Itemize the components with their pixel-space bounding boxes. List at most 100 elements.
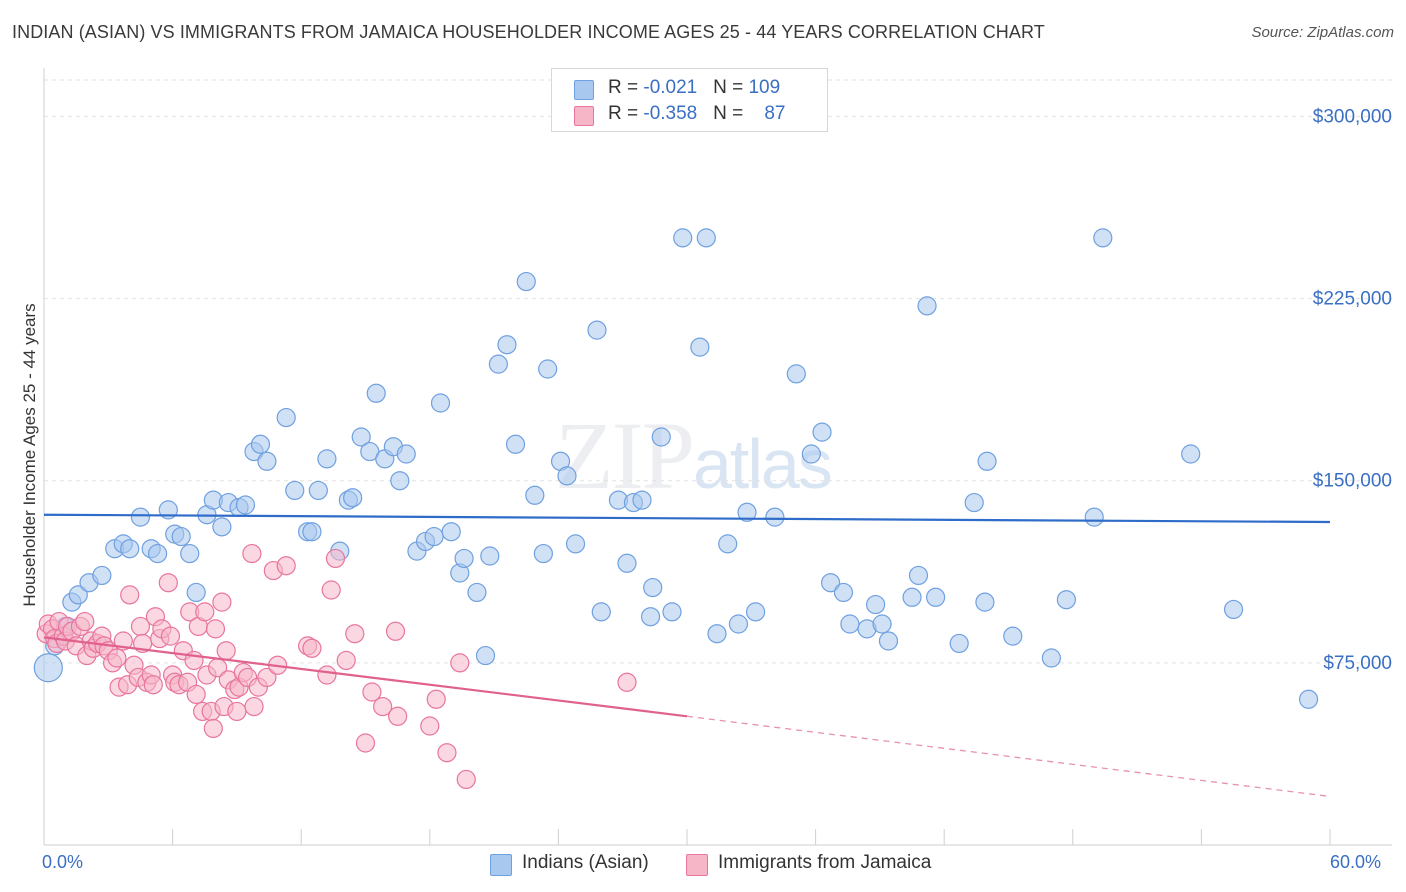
data-point	[420, 716, 440, 736]
legend-swatch-indians	[574, 80, 594, 100]
data-point	[321, 580, 341, 600]
data-point	[362, 682, 382, 702]
y-tick-label: $300,000	[1313, 106, 1392, 127]
data-point	[497, 335, 517, 355]
data-point	[878, 631, 899, 651]
trend-line-1	[43, 636, 688, 718]
data-point	[538, 359, 558, 379]
data-point	[336, 650, 356, 671]
data-point	[257, 667, 277, 688]
data-point	[180, 543, 200, 564]
data-point	[285, 480, 305, 501]
bottom-legend-swatch-jamaica	[686, 854, 708, 876]
y-axis-label: Householder Income Ages 25 - 44 years	[20, 303, 39, 607]
data-point	[1003, 626, 1023, 646]
data-point	[92, 565, 112, 586]
data-point	[640, 607, 661, 627]
data-point	[696, 228, 716, 248]
data-point	[1223, 599, 1244, 620]
data-point	[203, 718, 223, 739]
data-point	[1084, 507, 1104, 527]
data-point	[120, 539, 140, 559]
data-point	[195, 602, 215, 622]
data-point	[107, 648, 127, 668]
y-tick-label: $225,000	[1313, 289, 1392, 310]
data-point	[533, 543, 553, 564]
data-point	[821, 573, 841, 593]
data-point	[158, 573, 178, 593]
x-tick-label-max: 60.0%	[1330, 852, 1382, 872]
data-point	[33, 653, 63, 683]
data-point	[765, 507, 785, 527]
trend-lines	[43, 513, 1331, 798]
data-point	[120, 585, 140, 605]
data-point	[964, 492, 984, 513]
data-point	[227, 701, 247, 722]
data-point	[235, 495, 256, 515]
data-point	[651, 427, 671, 447]
data-point	[276, 556, 296, 576]
data-point	[130, 507, 151, 527]
data-point	[975, 592, 995, 612]
data-point	[1041, 648, 1061, 668]
bottom-legend-swatch-indians	[490, 854, 512, 876]
data-point	[68, 585, 88, 605]
data-point	[325, 548, 346, 569]
data-point	[643, 577, 663, 598]
data-point	[557, 466, 577, 486]
data-point	[345, 624, 365, 644]
data-point	[1093, 228, 1113, 248]
data-point	[244, 696, 264, 717]
watermark-zip: ZIP	[555, 402, 695, 509]
data-point	[565, 534, 586, 554]
data-point	[908, 565, 929, 586]
data-point	[302, 638, 322, 658]
data-point	[242, 543, 262, 564]
data-point	[525, 485, 545, 505]
data-point	[75, 611, 95, 632]
data-point	[441, 522, 461, 542]
data-point	[718, 534, 738, 554]
data-point	[143, 675, 163, 695]
data-point	[308, 480, 328, 501]
y-tick-label: $75,000	[1323, 653, 1392, 674]
watermark: ZIPatlas	[555, 400, 833, 511]
data-point	[587, 320, 607, 340]
x-tick-label-min: 0.0%	[42, 852, 84, 872]
data-point	[1056, 590, 1076, 610]
data-point	[707, 624, 727, 644]
data-point	[385, 621, 406, 641]
data-point	[866, 594, 886, 615]
data-point	[186, 582, 206, 603]
data-point	[343, 488, 363, 508]
data-point	[147, 543, 168, 564]
data-point	[171, 526, 191, 547]
data-point	[160, 626, 181, 646]
data-point	[317, 449, 337, 469]
data-point	[373, 696, 393, 717]
data-point	[205, 619, 226, 639]
data-point	[737, 502, 757, 522]
data-point	[662, 602, 682, 622]
data-point	[591, 602, 611, 622]
series-indians-asian	[33, 228, 1319, 709]
data-point	[673, 228, 693, 248]
data-point	[690, 337, 710, 357]
data-point	[949, 633, 969, 654]
data-point	[430, 393, 451, 413]
data-point	[475, 645, 496, 666]
data-point	[728, 614, 749, 634]
data-point	[1298, 689, 1319, 709]
legend-text-indians: R = -0.021 N = 109	[608, 77, 781, 98]
chart-title: INDIAN (ASIAN) VS IMMIGRANTS FROM JAMAIC…	[12, 22, 1045, 42]
legend-swatch-jamaica	[574, 106, 594, 126]
bottom-legend-label-jamaica: Immigrants from Jamaica	[718, 852, 932, 873]
watermark-atlas: atlas	[693, 425, 833, 503]
data-point	[456, 769, 476, 790]
legend: R = -0.021 N = 109 R = -0.358 N = 87	[551, 68, 828, 132]
data-point	[786, 364, 806, 384]
y-tick-labels: $75,000 $150,000 $225,000 $300,000	[1313, 106, 1392, 673]
legend-text-jamaica: R = -0.358 N = 87	[608, 103, 786, 124]
data-point	[801, 444, 821, 464]
